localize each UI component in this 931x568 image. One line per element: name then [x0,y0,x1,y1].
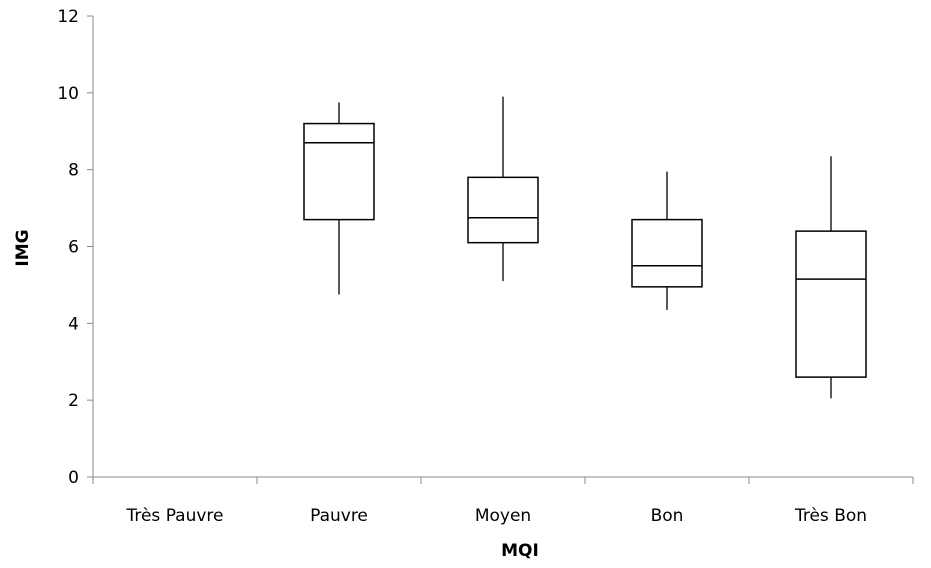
y-tick-label: 10 [57,84,79,104]
box-body [631,218,703,288]
y-tick-label: 8 [68,161,79,181]
box-tr-s-bon [795,156,867,399]
box-bon [631,171,703,310]
box-body [795,230,867,378]
x-tick-label: Pauvre [310,506,368,526]
y-tick-label: 4 [68,314,79,334]
box-pauvre [303,102,375,295]
x-tick-label: Moyen [475,506,531,526]
y-tick-label: 0 [68,468,79,488]
x-tick-label: Très Bon [794,506,867,526]
y-axis-ticks: 0 2 4 6 8 10 12 [57,7,93,488]
x-tick-label: Bon [651,506,684,526]
y-axis-title: IMG [13,229,33,266]
box-series [303,96,867,399]
box-moyen [467,96,539,282]
box-body [467,176,539,244]
y-tick-label: 12 [57,7,79,27]
x-axis-title: MQI [501,541,539,561]
box-body [303,122,375,221]
x-axis-ticks: Très Pauvre Pauvre Moyen Bon Très Bon [92,477,914,526]
x-tick-label: Très Pauvre [125,506,223,526]
y-tick-label: 6 [68,238,79,258]
y-tick-label: 2 [68,391,79,411]
